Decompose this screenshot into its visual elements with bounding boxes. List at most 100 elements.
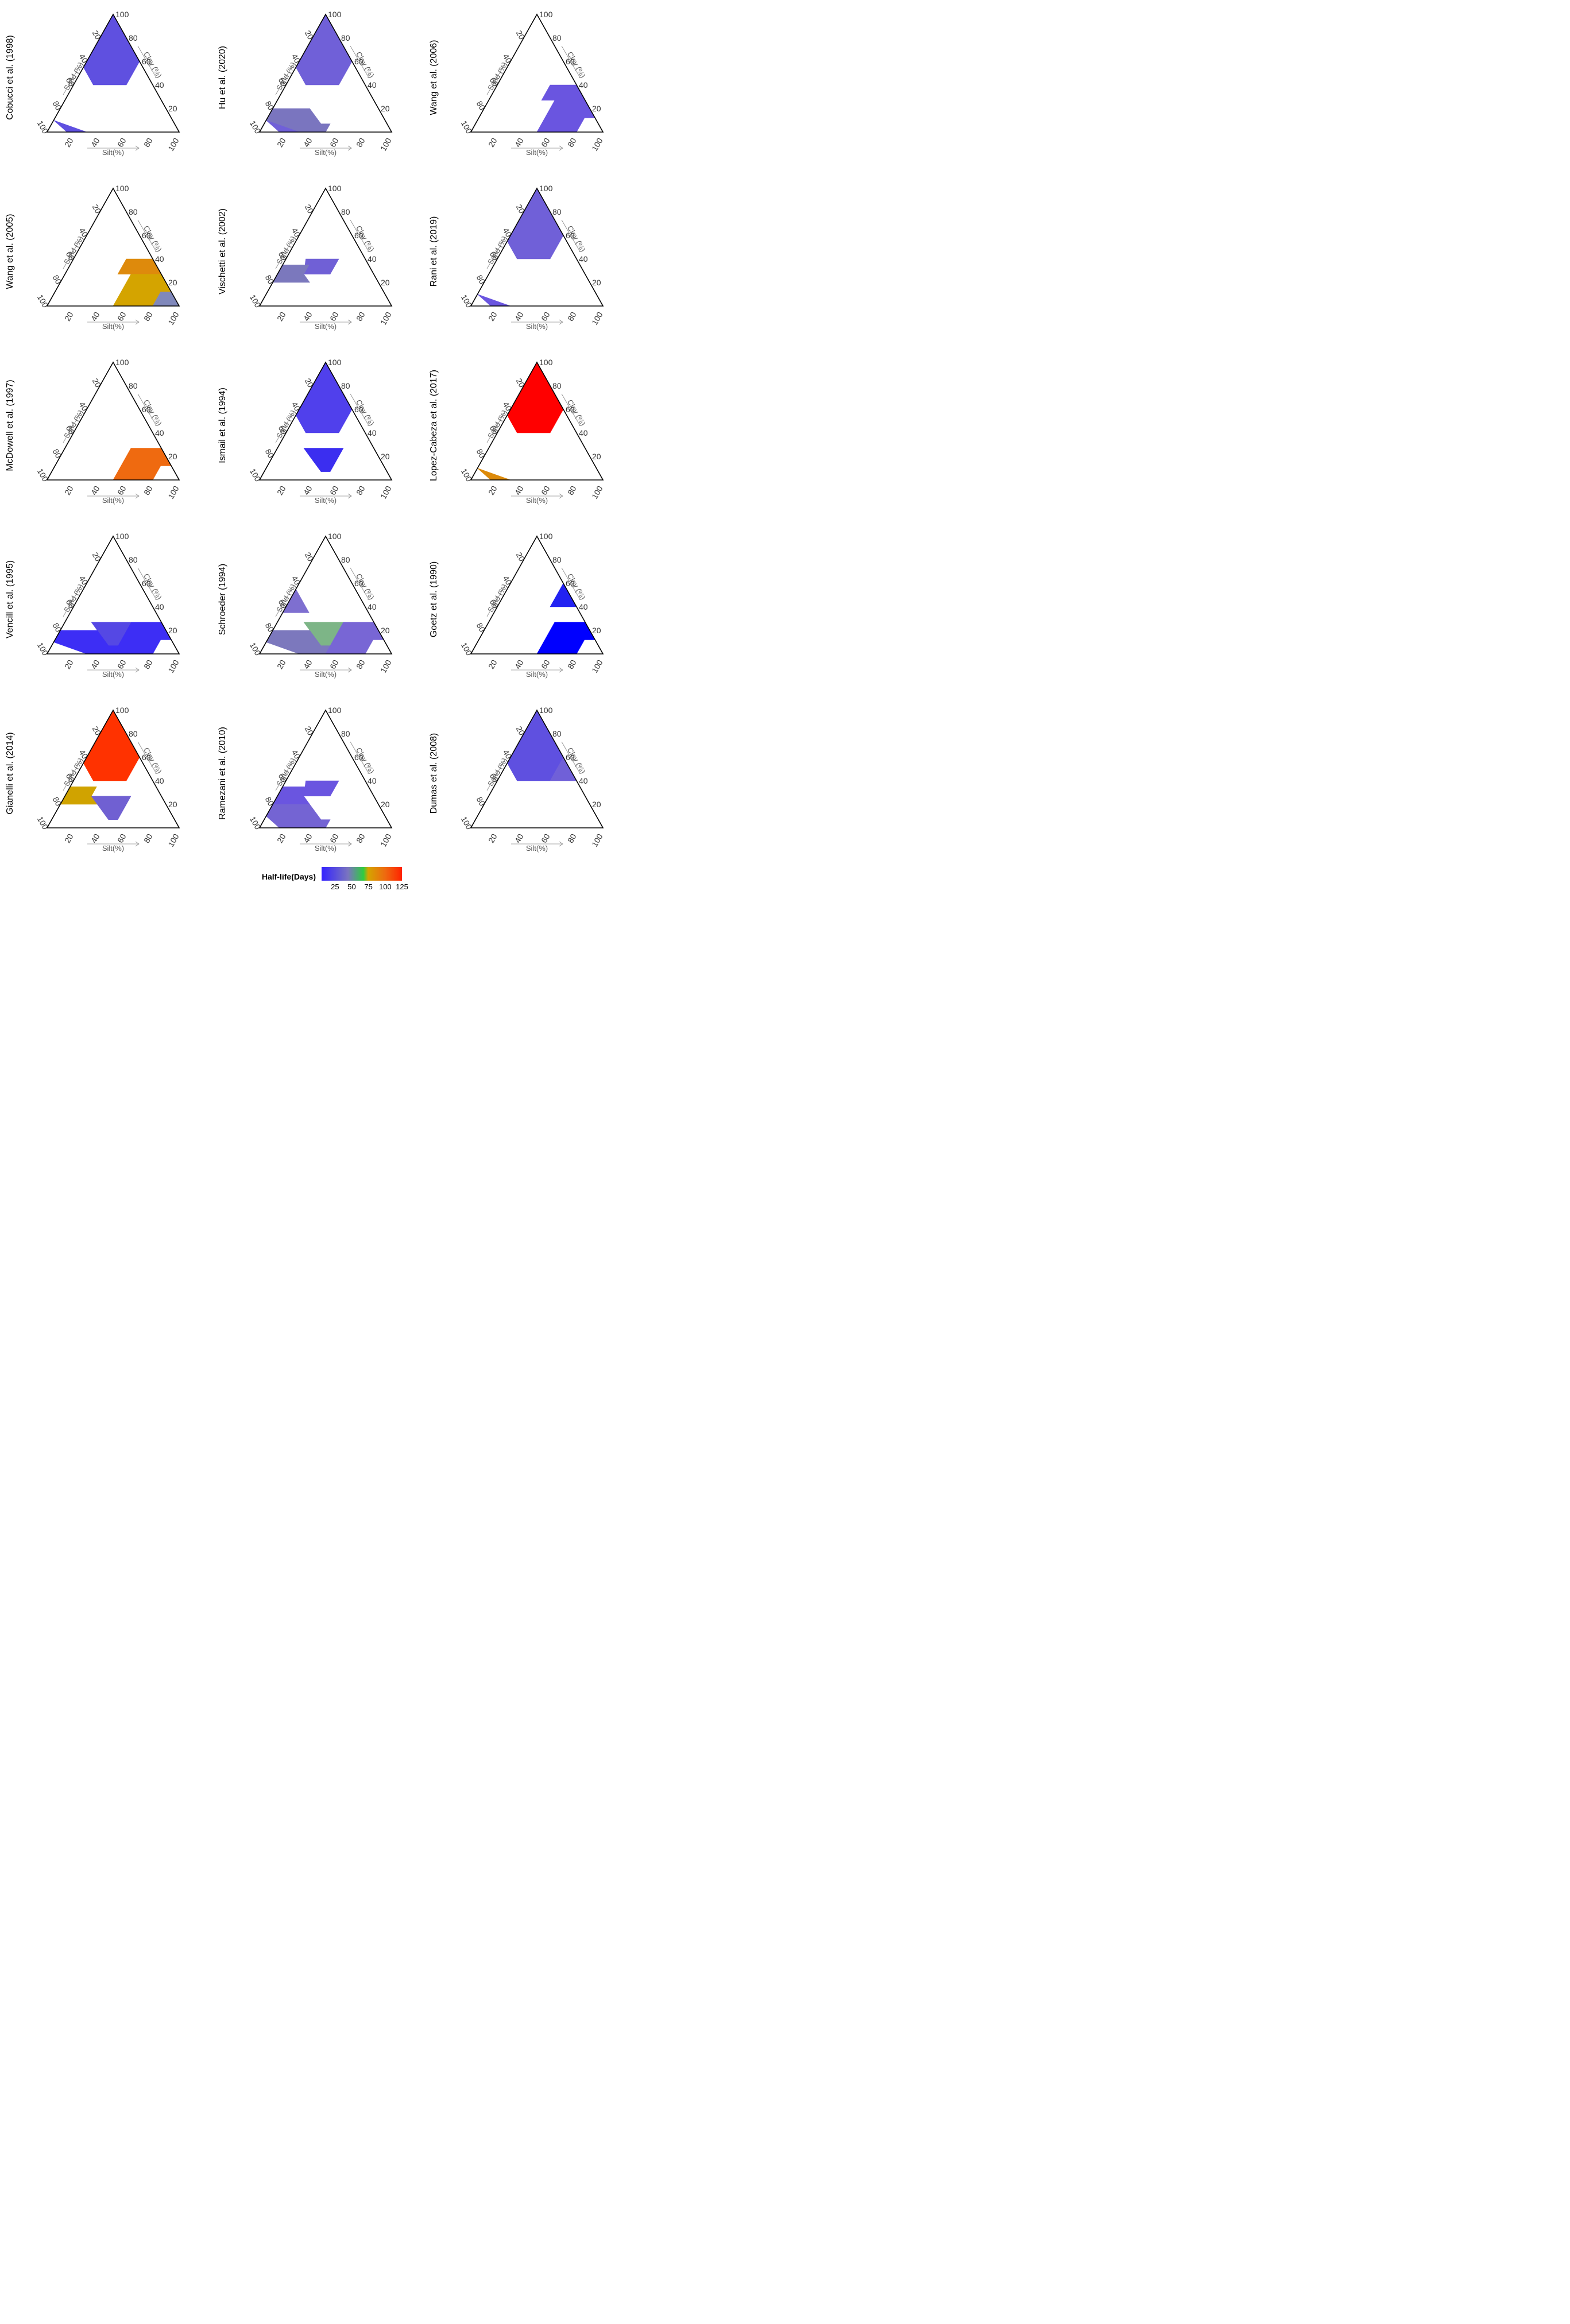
clay-tick-label: 40 xyxy=(579,428,588,437)
silt-axis-arrowhead xyxy=(559,493,563,499)
clay-tick-label: 40 xyxy=(579,254,588,264)
silt-tick-label: 20 xyxy=(275,832,288,845)
clay-tick-label: 20 xyxy=(592,626,601,635)
silt-tick-label: 80 xyxy=(566,484,578,497)
silt-tick-label: 40 xyxy=(89,136,102,149)
panel-title: Lopez-Cabeza et al. (2017) xyxy=(429,370,439,481)
clay-tick-label: 100 xyxy=(539,10,553,19)
sand-axis-label: Sand (%) xyxy=(62,235,85,266)
silt-axis-label: Silt(%) xyxy=(526,670,548,679)
silt-tick-label: 20 xyxy=(63,658,75,671)
clay-tick-label: 80 xyxy=(552,207,562,216)
legend-tick-label: 75 xyxy=(364,882,372,891)
sand-axis-arrow xyxy=(275,410,295,443)
clay-tick-label: 80 xyxy=(552,381,562,390)
clay-tick-label: 40 xyxy=(155,80,164,90)
silt-tick-label: 20 xyxy=(63,310,75,323)
silt-tick-label: 80 xyxy=(566,310,578,323)
silt-axis-label: Silt(%) xyxy=(102,496,124,505)
texture-region xyxy=(303,258,339,274)
triangle-outline xyxy=(258,13,393,133)
silt-tick-label: 60 xyxy=(328,136,341,149)
sand-axis-label: Sand (%) xyxy=(486,235,509,266)
triangle-outline xyxy=(470,535,604,654)
silt-axis-label: Silt(%) xyxy=(526,844,548,853)
triangle-outline xyxy=(258,709,393,828)
silt-tick-label: 40 xyxy=(89,832,102,845)
sand-tick-label: 100 xyxy=(459,293,474,309)
clay-tick-label: 20 xyxy=(592,278,601,287)
triangle-outline xyxy=(470,187,604,307)
clay-tick-label: 100 xyxy=(539,532,553,541)
clay-tick-label: 40 xyxy=(368,776,377,785)
sand-axis-arrow xyxy=(63,63,82,95)
silt-axis-label: Silt(%) xyxy=(315,844,337,853)
clay-tick-label: 20 xyxy=(381,800,390,809)
clay-tick-label: 100 xyxy=(328,706,342,715)
sand-tick-label: 40 xyxy=(78,574,90,587)
clay-tick-label: 80 xyxy=(341,381,350,390)
sand-tick-label: 20 xyxy=(515,377,527,389)
texture-region xyxy=(83,710,140,781)
clay-tick-label: 100 xyxy=(115,358,129,367)
sand-axis-label: Sand (%) xyxy=(274,757,297,788)
clay-tick-label: 20 xyxy=(168,626,177,635)
silt-tick-label: 60 xyxy=(328,832,341,845)
clay-tick-label: 20 xyxy=(592,800,601,809)
clay-tick-label: 100 xyxy=(115,532,129,541)
silt-tick-label: 80 xyxy=(142,658,154,671)
silt-tick-label: 20 xyxy=(63,832,75,845)
sand-tick-label: 40 xyxy=(501,400,514,413)
silt-tick-label: 60 xyxy=(115,832,128,845)
legend-tick-label: 50 xyxy=(347,882,355,891)
clay-tick-label: 80 xyxy=(341,729,350,738)
silt-tick-label: 80 xyxy=(354,136,367,149)
sand-tick-label: 80 xyxy=(264,621,276,634)
clay-tick-label: 40 xyxy=(155,428,164,437)
silt-tick-label: 40 xyxy=(89,484,102,497)
clay-tick-label: 100 xyxy=(539,184,553,193)
sand-tick-label: 80 xyxy=(51,273,64,286)
sand-tick-label: 80 xyxy=(51,795,64,808)
sand-tick-label: 20 xyxy=(303,203,316,215)
texture-region xyxy=(536,100,595,133)
silt-axis-label: Silt(%) xyxy=(102,670,124,679)
triangle-outline xyxy=(258,361,393,481)
silt-tick-label: 40 xyxy=(301,832,314,845)
sand-tick-label: 20 xyxy=(515,551,527,563)
triangle-outline xyxy=(46,535,180,654)
silt-tick-label: 60 xyxy=(539,310,552,323)
clay-tick-label: 40 xyxy=(368,602,377,611)
silt-axis-arrowhead xyxy=(347,319,352,325)
silt-axis-arrowhead xyxy=(559,145,563,151)
clay-tick-label: 60 xyxy=(566,579,575,588)
triangle-outline xyxy=(470,709,604,828)
panel-title: Ismail et al. (1994) xyxy=(218,388,227,463)
sand-tick-label: 100 xyxy=(248,815,263,831)
clay-tick-label: 100 xyxy=(539,706,553,715)
sand-tick-label: 20 xyxy=(303,29,316,41)
silt-tick-label: 60 xyxy=(539,832,552,845)
silt-tick-label: 60 xyxy=(539,136,552,149)
clay-tick-label: 40 xyxy=(155,254,164,264)
silt-tick-label: 80 xyxy=(142,136,154,149)
silt-tick-label: 80 xyxy=(566,658,578,671)
silt-tick-label: 100 xyxy=(378,658,393,674)
panel-title: Rani et al. (2019) xyxy=(429,216,439,287)
legend-tick-label: 125 xyxy=(396,882,408,891)
clay-tick-label: 20 xyxy=(168,800,177,809)
sand-tick-label: 20 xyxy=(91,377,103,389)
clay-axis-arrow xyxy=(350,567,369,600)
sand-tick-label: 80 xyxy=(475,447,488,460)
sand-tick-label: 40 xyxy=(290,574,303,587)
sand-axis-label: Sand (%) xyxy=(486,409,509,440)
texture-region xyxy=(295,362,353,433)
texture-region xyxy=(53,630,118,654)
legend-colorbar xyxy=(322,867,402,881)
clay-tick-label: 40 xyxy=(368,254,377,264)
silt-tick-label: 40 xyxy=(301,310,314,323)
silt-tick-label: 80 xyxy=(142,310,154,323)
